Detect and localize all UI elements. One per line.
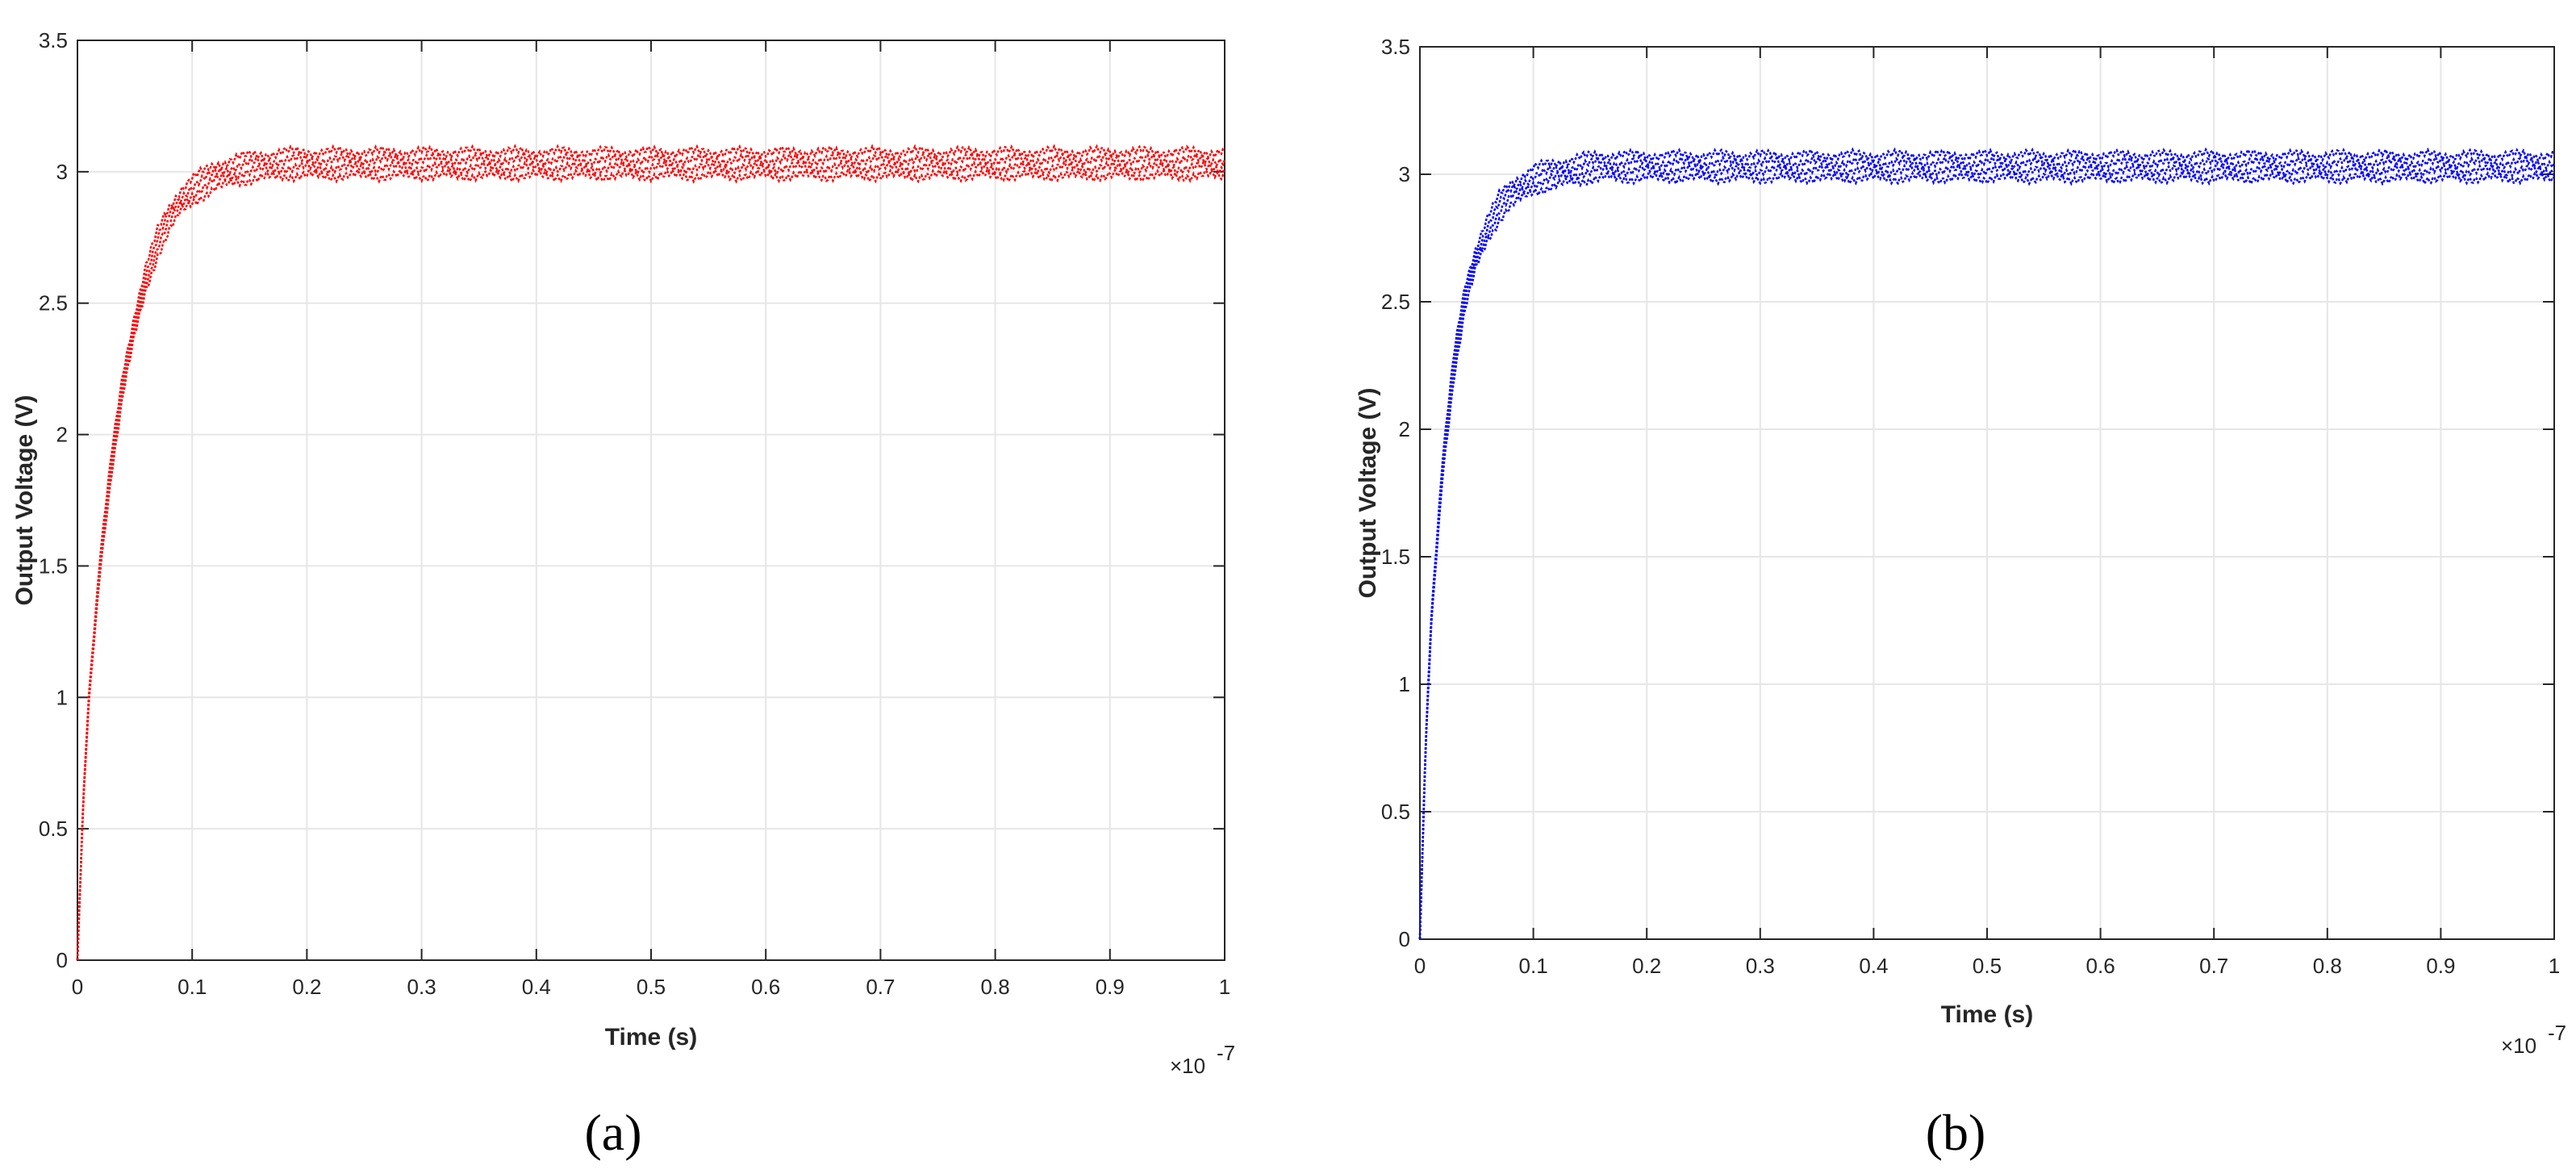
x-tick-label: 0.3 [1746, 954, 1775, 978]
y-tick-label: 0 [56, 948, 68, 972]
series-line-trace [76, 151, 1226, 961]
y-tick-label: 0 [1399, 927, 1410, 951]
y-axis-label: Output Voltage (V) [11, 395, 38, 605]
series-line-trace [1418, 154, 2556, 940]
x-axis-label: Time (s) [1941, 1001, 2033, 1028]
y-tick-label: 3.5 [39, 28, 68, 52]
x-tick-label: 0.8 [2313, 954, 2342, 978]
y-tick-label: 2 [56, 423, 68, 447]
x-tick-label: 0.7 [2199, 954, 2228, 978]
x-axis-multiplier-exponent: -7 [1217, 1041, 1235, 1065]
x-tick-label: 0.6 [2086, 954, 2115, 978]
x-tick-label: 0 [72, 975, 83, 999]
x-tick-label: 0.4 [1859, 954, 1888, 978]
x-tick-label: 0.5 [637, 975, 666, 999]
y-tick-label: 2 [1399, 417, 1410, 441]
x-tick-label: 0.1 [177, 975, 207, 999]
y-tick-label: 1 [1399, 672, 1410, 696]
series-line-trace [1418, 169, 2555, 940]
x-axis-label: Time (s) [605, 1024, 697, 1051]
series-line-trace [76, 144, 1225, 961]
y-tick-label: 1 [56, 685, 68, 709]
x-tick-label: 0.6 [751, 975, 780, 999]
x-axis-multiplier: ×10 [1170, 1054, 1205, 1078]
x-tick-label: 0.4 [522, 975, 551, 999]
y-tick-label: 1.5 [1381, 545, 1410, 569]
series-line-trace [76, 159, 1226, 961]
x-tick-label: 0.7 [866, 975, 895, 999]
x-tick-label: 0 [1414, 954, 1426, 978]
chart-panel-b: 0 0.1 0.2 0.3 0.4 0.5 0.6 0.7 0.8 0.9 1 0 0.5 1 1.5 2 2.… [1355, 35, 2566, 1161]
x-axis-multiplier: ×10 [2501, 1034, 2536, 1058]
series-line-trace [76, 167, 1225, 961]
y-tick-label: 0.5 [39, 817, 68, 841]
y-tick-label: 2.5 [1381, 290, 1410, 314]
x-tick-label: 0.9 [1096, 975, 1125, 999]
x-tick-label: 1 [2549, 954, 2560, 978]
y-tick-label: 1.5 [39, 554, 68, 578]
series-line-trace [1418, 162, 2556, 940]
x-tick-label: 0.8 [981, 975, 1010, 999]
x-tick-label: 0.2 [1632, 954, 1661, 978]
panel-caption: (b) [1926, 1104, 1986, 1161]
x-tick-label: 0.1 [1519, 954, 1548, 978]
x-tick-label: 0.3 [407, 975, 436, 999]
x-tick-label: 0.9 [2426, 954, 2455, 978]
y-tick-label: 2.5 [39, 291, 68, 315]
y-axis-label: Output Voltage (V) [1355, 387, 1381, 598]
x-axis-multiplier-exponent: -7 [2548, 1021, 2566, 1045]
x-tick-label: 1 [1219, 975, 1230, 999]
x-tick-label: 0.2 [292, 975, 321, 999]
chart-panel-a: 0 0.1 0.2 0.3 0.4 0.5 0.6 0.7 0.8 0.9 1 0 0.5 1 1.5 2 2.… [11, 28, 1235, 1161]
y-tick-label: 3 [1399, 162, 1410, 186]
x-tick-label: 0.5 [1973, 954, 2002, 978]
y-tick-label: 3.5 [1381, 35, 1410, 59]
panel-caption: (a) [584, 1104, 641, 1161]
series-line-trace [1418, 147, 2555, 940]
y-tick-label: 0.5 [1381, 800, 1410, 824]
y-tick-label: 3 [56, 160, 68, 184]
